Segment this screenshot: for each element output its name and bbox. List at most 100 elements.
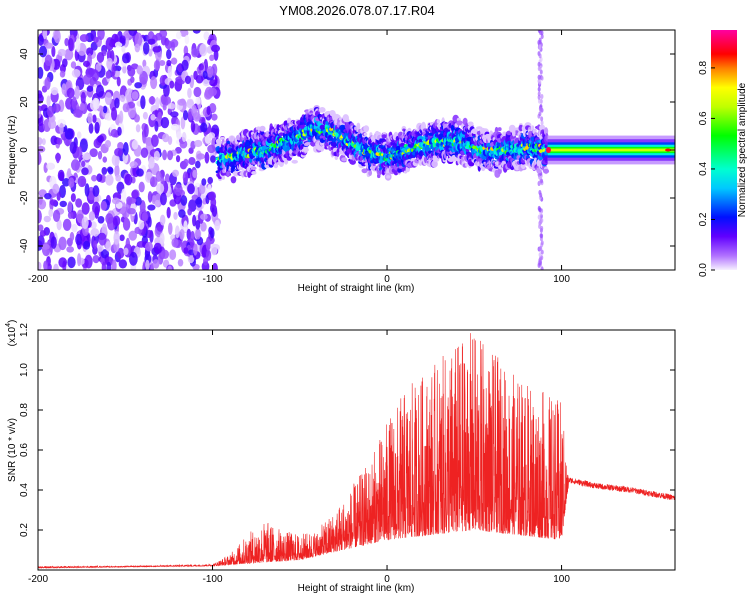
noise-blob bbox=[81, 167, 89, 176]
noise-blob bbox=[170, 57, 178, 65]
noise-blob bbox=[182, 171, 189, 184]
noise-blob bbox=[167, 136, 173, 145]
noise-blob bbox=[75, 233, 82, 246]
noise-blob bbox=[106, 261, 112, 270]
noise-blob bbox=[91, 69, 100, 82]
ridge-blob bbox=[476, 126, 483, 130]
noise-blob bbox=[53, 263, 59, 270]
noise-blob bbox=[93, 97, 100, 110]
noise-blob bbox=[193, 243, 198, 256]
noise-blob bbox=[84, 254, 93, 269]
noise-blob bbox=[142, 59, 147, 68]
artifact-blob bbox=[538, 111, 542, 117]
noise-blob bbox=[118, 259, 128, 269]
noise-blob bbox=[68, 37, 74, 51]
artifact-blob bbox=[540, 120, 544, 126]
noise-blob bbox=[155, 170, 162, 182]
noise-blob bbox=[209, 54, 215, 62]
ridge-blob bbox=[363, 125, 370, 133]
noise-blob bbox=[56, 191, 61, 201]
noise-blob bbox=[148, 156, 155, 169]
noise-blob bbox=[153, 59, 161, 71]
noise-blob bbox=[102, 156, 108, 163]
noise-blob bbox=[67, 201, 73, 213]
artifact-blob bbox=[538, 246, 542, 252]
noise-blob bbox=[50, 87, 59, 96]
noise-blob bbox=[48, 119, 57, 130]
ridge-blob bbox=[513, 155, 518, 160]
noise-blob bbox=[202, 70, 208, 79]
noise-blob bbox=[209, 79, 218, 87]
noise-blob bbox=[69, 141, 77, 154]
noise-blob bbox=[128, 251, 138, 266]
noise-blob bbox=[117, 247, 125, 259]
noise-blob bbox=[59, 70, 66, 78]
noise-blob bbox=[181, 59, 189, 71]
noise-blob bbox=[134, 196, 142, 206]
snr-y-tick-label: 1.2 bbox=[19, 323, 30, 337]
snr-panel: -200 -100 0 100 0.2 0.4 0.6 0.8 1.0 1.2 Height o… bbox=[5, 320, 676, 594]
ridge-blob bbox=[398, 165, 404, 169]
noise-blob bbox=[73, 108, 83, 118]
noise-blob bbox=[55, 152, 60, 164]
noise-blob bbox=[115, 174, 122, 182]
noise-blob bbox=[147, 216, 152, 228]
noise-blob bbox=[38, 93, 44, 104]
noise-blob bbox=[183, 158, 189, 167]
noise-blob bbox=[123, 216, 129, 228]
ridge-blob bbox=[442, 159, 447, 163]
ridge-blob bbox=[431, 160, 438, 168]
noise-blob bbox=[101, 167, 108, 175]
artifact-blob bbox=[538, 79, 542, 85]
noise-blob bbox=[96, 51, 105, 63]
noise-blob bbox=[127, 207, 136, 215]
artifact-blob bbox=[540, 225, 544, 231]
noise-blob bbox=[139, 70, 148, 85]
noise-blob bbox=[84, 183, 90, 197]
snr-y-tick-label: 0.6 bbox=[19, 443, 30, 457]
noise-blob bbox=[38, 195, 43, 206]
noise-blob bbox=[48, 208, 54, 217]
spectrogram-x-tick-label: 100 bbox=[553, 274, 570, 285]
noise-blob bbox=[162, 149, 168, 161]
colorbar-label: Normalized spectral amplitude bbox=[737, 82, 748, 217]
ridge-blob bbox=[356, 122, 361, 130]
noise-blob bbox=[116, 76, 121, 87]
noise-blob bbox=[112, 215, 121, 227]
colorbar-tick-label: 0.0 bbox=[698, 263, 709, 277]
noise-blob bbox=[67, 211, 74, 219]
ridge-blob bbox=[291, 159, 298, 164]
colorbar: 0.0 0.2 0.4 0.6 0.8 Normalized spectral ampl… bbox=[698, 30, 748, 277]
noise-blob bbox=[187, 207, 193, 216]
spectrogram-y-tick-label: -20 bbox=[19, 190, 30, 205]
spectrogram-x-tick-label: 0 bbox=[384, 274, 390, 285]
noise-blob bbox=[143, 123, 149, 138]
noise-blob bbox=[104, 112, 113, 121]
noise-blob bbox=[97, 30, 105, 40]
noise-blob bbox=[147, 191, 153, 203]
ridge-blob bbox=[416, 135, 424, 141]
noise-blob bbox=[97, 150, 103, 160]
noise-blob bbox=[77, 146, 83, 161]
noise-blob bbox=[81, 216, 89, 229]
noise-blob bbox=[104, 256, 114, 266]
noise-blob bbox=[131, 91, 139, 100]
noise-blob bbox=[76, 209, 84, 224]
noise-blob bbox=[43, 215, 51, 223]
ridge-blob bbox=[393, 131, 399, 138]
noise-blob bbox=[135, 124, 141, 133]
noise-blob bbox=[89, 148, 98, 158]
noise-blob bbox=[119, 35, 126, 44]
noise-blob bbox=[195, 96, 201, 105]
snr-y-tick-label: 0.4 bbox=[19, 483, 30, 497]
figure-title: YM08.2026.078.07.17.R04 bbox=[279, 3, 434, 18]
noise-blob bbox=[159, 214, 166, 226]
snr-y-scale-base: (x10 bbox=[7, 326, 18, 346]
noise-blob bbox=[173, 211, 178, 220]
noise-blob bbox=[81, 160, 86, 168]
noise-blob bbox=[75, 198, 83, 208]
spectrogram-y-label: Frequency (Hz) bbox=[7, 116, 18, 185]
noise-blob bbox=[151, 134, 159, 147]
noise-blob bbox=[208, 132, 216, 139]
ridge-blob bbox=[320, 146, 325, 152]
